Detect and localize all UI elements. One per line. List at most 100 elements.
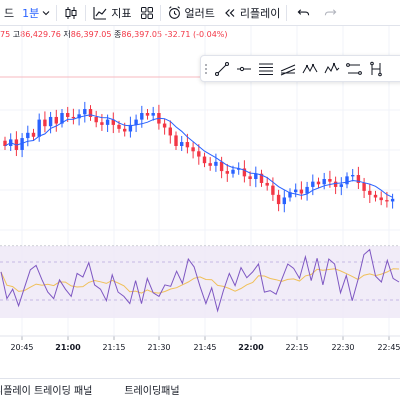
candle-down [111,119,115,125]
time-label: 22:30 [331,343,354,352]
candle-up [288,192,292,198]
candle-down [373,194,378,198]
parallel-channel-icon[interactable] [277,58,299,80]
chevron-down-icon [42,10,50,15]
candle-down [66,113,70,117]
fib-retracement-icon[interactable] [255,58,277,80]
moving-average-line [4,114,393,198]
replay-button[interactable]: 리플레이 [219,0,284,26]
horizontal-ray-icon[interactable] [233,58,255,80]
candle-down [208,163,212,166]
toolbar-divider [286,4,288,21]
tab-replay-trading-panel[interactable]: 리플레이 트레이딩 패널 [0,386,93,397]
symbol-selector[interactable]: 드 [0,0,18,26]
time-axis: 20:45 21:00 21:15 21:30 21:45 22:00 22:15 22:30… [10,343,400,352]
candle-up [311,181,315,187]
drag-handle-icon[interactable] [201,56,211,81]
low-value: 86,397.05 [70,30,112,39]
toolbar-divider [159,4,161,21]
candle-up [48,116,53,127]
ohlc-legend: 75 고86,429.76 저86,397.05 종86,397.05 -32.… [0,29,228,40]
candle-up [180,142,184,146]
candle-up [105,119,110,125]
candles-icon [65,6,77,19]
bottom-panel-tabs: 리플레이 트레이딩 패널 트레이딩패널 [0,378,400,400]
candle-down [123,128,127,132]
grid-icon [140,6,153,19]
indicators-label: 지표 [111,6,132,20]
candle-up [339,184,343,187]
indicators-icon [93,6,107,20]
candle-down [385,200,389,202]
candle-down [276,194,281,205]
candle-up [351,175,355,177]
candle-down [100,122,104,125]
symbol-label: 드 [4,6,15,20]
tab-trading-panel[interactable]: 트레이딩패널 [124,386,180,397]
templates-button[interactable] [136,0,158,26]
candle-up [237,168,241,170]
candle-up [231,169,235,174]
elliott-wave-icon[interactable] [321,58,343,80]
candle-down [242,168,247,177]
undo-icon [297,9,310,16]
candle-down [162,123,167,128]
time-label: 22:15 [285,343,308,352]
alerts-label: 얼러트 [184,6,215,20]
rewind-icon [225,8,235,17]
drawing-toolbar [200,55,400,82]
candle-up [83,109,87,115]
replay-label: 리플레이 [239,6,281,20]
candle-down [185,142,190,148]
candle-down [299,189,304,194]
candle-up [294,189,298,193]
candle-down [145,113,150,116]
candle-down [316,181,321,185]
candle-up [214,161,218,166]
candle-down [197,151,201,157]
candle-up [77,114,81,119]
candle-up [128,124,133,132]
close-value: 86,397.05 [121,30,163,39]
price-chart[interactable]: 20:45 21:00 21:15 21:30 21:45 22:00 22:15 22:30… [0,0,400,378]
top-toolbar: 드 1분 지표 [0,0,400,26]
candle-down [168,127,172,136]
redo-button[interactable] [318,0,343,26]
candle-down [328,179,332,182]
date-range-icon[interactable] [343,58,365,80]
candle-down [368,190,372,195]
toolbar-divider [56,4,58,21]
candle-up [390,198,395,202]
candle-down [88,109,93,117]
candle-down [379,197,383,201]
candle-down [265,182,269,186]
candle-down [31,132,36,137]
trend-line-icon[interactable] [211,58,233,80]
time-label: 21:15 [102,343,125,352]
candle-up [282,197,286,205]
candle-up [140,113,144,120]
candlestick-series [3,101,395,213]
alarm-clock-icon [168,6,180,19]
change-value: -32.71 (-0.04%) [164,30,228,39]
candle-down [259,173,264,183]
price-range-icon[interactable] [365,58,387,80]
candle-up [37,119,41,137]
indicators-button[interactable]: 지표 [88,0,135,26]
undo-button[interactable] [289,0,318,26]
candle-down [248,176,252,179]
candle-down [362,182,366,191]
candle-down [54,116,58,124]
chart-type-button[interactable] [59,0,83,26]
candle-up [20,138,24,150]
open-value: 75 [0,30,11,39]
candle-down [174,135,178,146]
interval-selector[interactable]: 1분 [18,0,54,26]
xabcd-pattern-icon[interactable] [299,58,321,80]
time-label: 22:00 [238,343,264,352]
candle-up [305,186,309,194]
alerts-button[interactable]: 얼러트 [163,0,219,26]
time-label: 21:45 [193,343,216,352]
candle-up [254,173,258,179]
